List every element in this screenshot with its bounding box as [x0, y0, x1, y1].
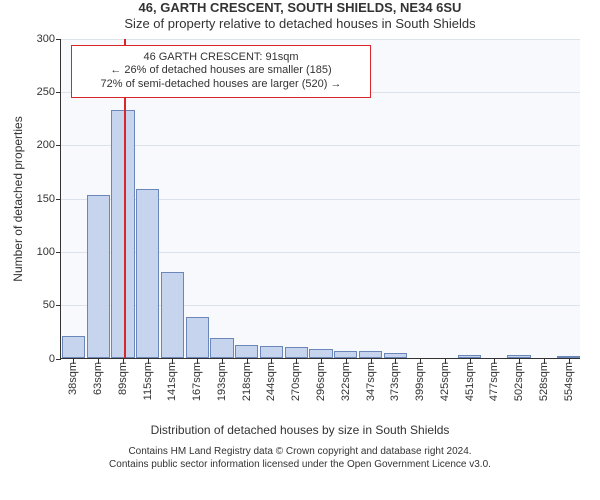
- credit-line-1: Contains HM Land Registry data © Crown c…: [0, 445, 600, 458]
- annotation-line-1: 46 GARTH CRESCENT: 91sqm: [77, 51, 365, 65]
- x-tick-label: 63sqm: [92, 362, 104, 395]
- x-tick-label: 554sqm: [563, 362, 575, 401]
- x-tick-label: 218sqm: [241, 362, 253, 401]
- credit-text: Contains HM Land Registry data © Crown c…: [0, 445, 600, 471]
- x-tick-label: 244sqm: [265, 362, 277, 401]
- grid-line: [61, 39, 580, 40]
- histogram-bar: [210, 338, 233, 357]
- histogram-bar: [359, 351, 382, 357]
- histogram-bar: [111, 110, 134, 357]
- plot-area: 05010015020025030038sqm63sqm89sqm115sqm1…: [60, 39, 580, 359]
- y-tick-mark: [56, 305, 61, 306]
- x-tick-label: 89sqm: [117, 362, 129, 395]
- y-tick-label: 100: [37, 246, 55, 258]
- x-tick-label: 528sqm: [538, 362, 550, 401]
- y-tick-mark: [56, 145, 61, 146]
- x-tick-label: 296sqm: [315, 362, 327, 401]
- y-tick-label: 50: [43, 299, 55, 311]
- x-tick-label: 141sqm: [166, 362, 178, 401]
- histogram-bar: [260, 346, 283, 358]
- chart-title: 46, GARTH CRESCENT, SOUTH SHIELDS, NE34 …: [0, 0, 600, 16]
- histogram-bar: [136, 189, 159, 358]
- x-tick-label: 373sqm: [389, 362, 401, 401]
- x-axis-label: Distribution of detached houses by size …: [0, 423, 600, 437]
- x-tick-label: 115sqm: [142, 362, 154, 400]
- y-tick-label: 250: [37, 86, 55, 98]
- credit-line-2: Contains public sector information licen…: [0, 458, 600, 471]
- histogram-bar: [334, 351, 357, 357]
- x-tick-label: 347sqm: [365, 362, 377, 401]
- histogram-bar: [507, 355, 530, 357]
- x-tick-label: 477sqm: [488, 362, 500, 401]
- histogram-bar: [62, 336, 85, 357]
- histogram-bar: [186, 317, 209, 358]
- x-tick-label: 38sqm: [67, 362, 79, 395]
- x-tick-label: 167sqm: [191, 362, 203, 401]
- x-tick-label: 322sqm: [340, 362, 352, 401]
- grid-line: [61, 145, 580, 146]
- annotation-line-2: ← 26% of detached houses are smaller (18…: [77, 64, 365, 78]
- y-tick-mark: [56, 252, 61, 253]
- histogram-bar: [235, 345, 258, 358]
- histogram-bar: [458, 355, 481, 357]
- x-tick-label: 451sqm: [464, 362, 476, 401]
- x-tick-label: 193sqm: [216, 362, 228, 401]
- histogram-bar: [161, 272, 184, 357]
- y-axis-label: Number of detached properties: [11, 116, 25, 281]
- y-tick-mark: [56, 359, 61, 360]
- y-tick-label: 300: [37, 33, 55, 45]
- y-tick-label: 200: [37, 139, 55, 151]
- annotation-line-3: 72% of semi-detached houses are larger (…: [77, 78, 365, 92]
- y-tick-label: 150: [37, 193, 55, 205]
- histogram-bar: [87, 195, 110, 357]
- histogram-bar: [557, 356, 580, 358]
- histogram-bar: [309, 349, 332, 358]
- histogram-bar: [384, 353, 407, 357]
- annotation-box: 46 GARTH CRESCENT: 91sqm← 26% of detache…: [71, 45, 371, 98]
- y-tick-label: 0: [49, 353, 55, 365]
- histogram-bar: [285, 347, 308, 358]
- chart-area: Number of detached properties 0501001502…: [0, 39, 600, 421]
- x-tick-label: 399sqm: [414, 362, 426, 401]
- y-tick-mark: [56, 199, 61, 200]
- y-tick-mark: [56, 92, 61, 93]
- x-tick-label: 502sqm: [513, 362, 525, 401]
- y-tick-mark: [56, 39, 61, 40]
- chart-subtitle: Size of property relative to detached ho…: [0, 16, 600, 32]
- x-tick-label: 425sqm: [439, 362, 451, 401]
- x-tick-label: 270sqm: [290, 362, 302, 401]
